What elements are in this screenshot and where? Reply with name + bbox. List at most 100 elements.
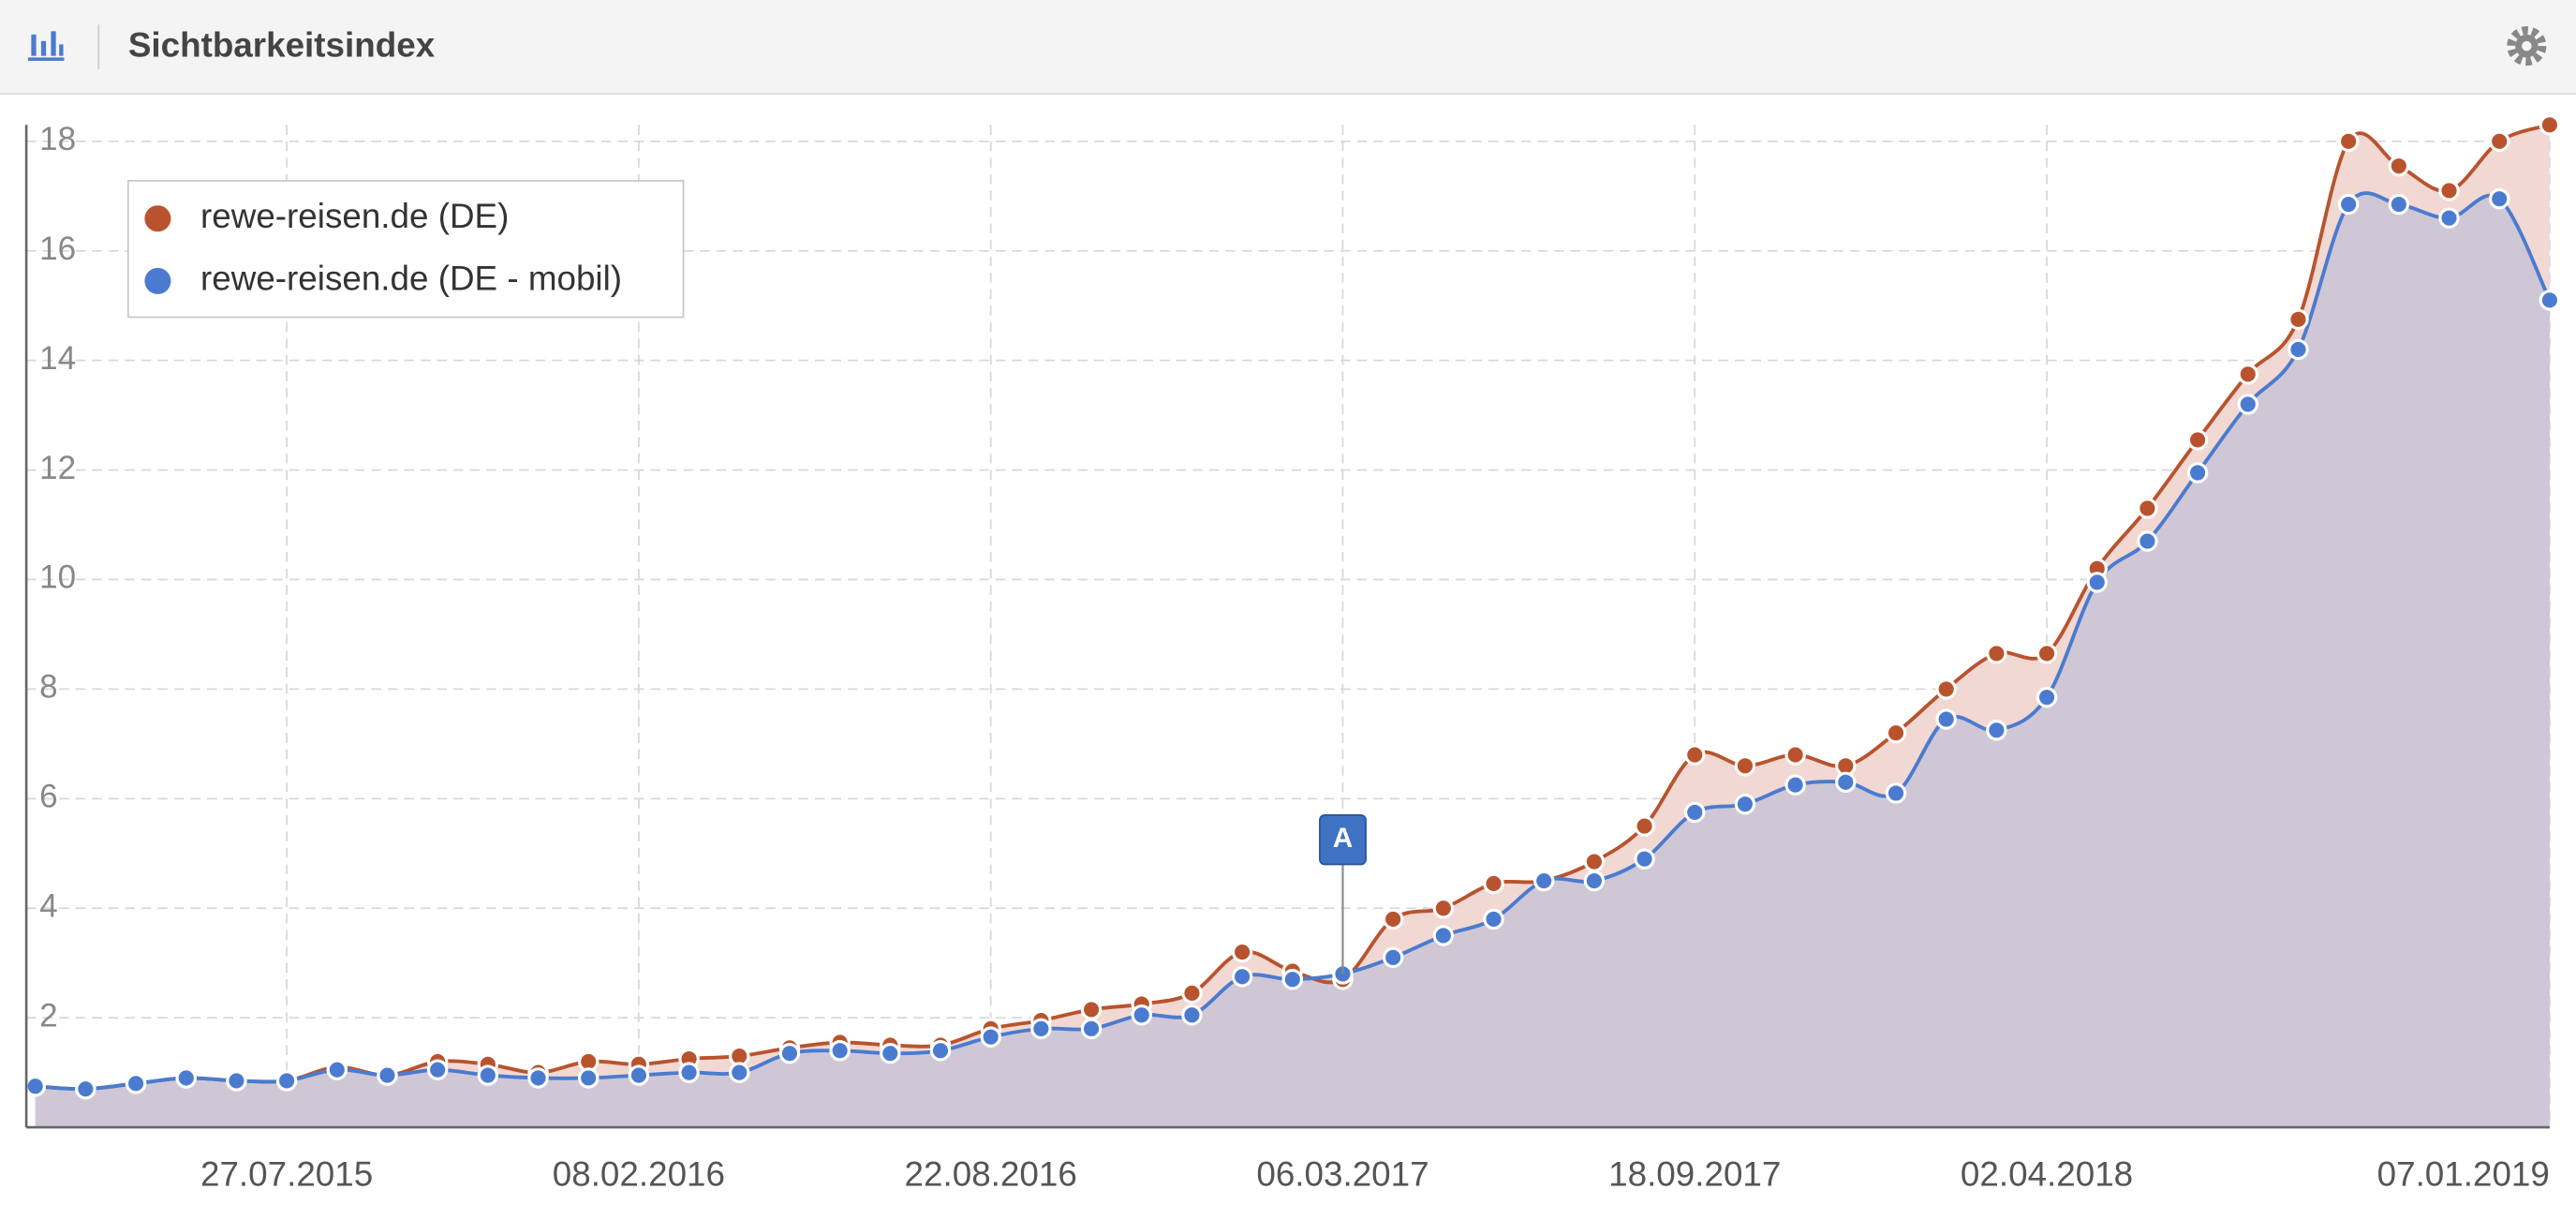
data-point (628, 1064, 650, 1086)
data-point (1080, 1018, 1103, 1040)
y-tick-label: 2 (39, 997, 58, 1034)
data-point (1432, 898, 1455, 919)
data-point (2337, 193, 2360, 216)
data-point (2036, 643, 2058, 664)
y-tick-label: 14 (39, 340, 76, 377)
data-point (2488, 130, 2510, 153)
x-tick-label: 06.03.2017 (1256, 1154, 1429, 1193)
x-tick-label: 08.02.2016 (553, 1154, 725, 1193)
x-tick-label: 27.07.2015 (200, 1154, 373, 1193)
legend-label: rewe-reisen.de (DE) (200, 197, 509, 235)
data-point (125, 1073, 147, 1094)
data-point (577, 1067, 600, 1089)
data-point (2137, 498, 2158, 519)
data-point (527, 1067, 549, 1089)
data-point (1181, 982, 1203, 1004)
legend-label: rewe-reisen.de (DE - mobil) (200, 260, 622, 298)
data-point (2488, 187, 2510, 210)
y-tick-label: 8 (39, 669, 58, 706)
data-point (175, 1067, 197, 1089)
data-point (2388, 155, 2410, 177)
data-point (678, 1062, 700, 1083)
chart-title: Sichtbarkeitsindex (128, 26, 436, 65)
data-point (1483, 908, 1504, 930)
data-point (1734, 793, 1756, 815)
data-point (2237, 364, 2259, 385)
y-tick-label: 4 (39, 888, 58, 925)
data-point (778, 1042, 801, 1064)
data-point (1634, 815, 1655, 837)
y-tick-label: 10 (39, 559, 76, 596)
data-point (829, 1040, 851, 1062)
annotation-label: A (1333, 823, 1354, 854)
data-point (2539, 290, 2561, 311)
data-point (1684, 801, 1706, 824)
data-point (477, 1064, 499, 1086)
data-point (24, 1076, 46, 1097)
data-point (1885, 722, 1907, 744)
data-point (1583, 870, 1606, 892)
data-point (1382, 908, 1404, 930)
y-tick-label: 6 (39, 779, 58, 815)
data-point (2438, 207, 2460, 229)
legend-swatch (144, 205, 171, 232)
data-point (1784, 744, 1806, 766)
data-point (1935, 708, 1957, 730)
x-tick-label: 18.09.2017 (1608, 1154, 1781, 1193)
settings-icon[interactable] (2507, 26, 2547, 67)
data-point (326, 1059, 348, 1080)
x-tick-label: 07.01.2019 (2377, 1154, 2550, 1193)
chart-icon (27, 31, 65, 61)
data-point (929, 1040, 952, 1062)
annotation-flag (1319, 813, 1367, 866)
data-point (2539, 114, 2561, 136)
data-point (1583, 851, 1606, 872)
data-point (275, 1070, 298, 1092)
data-point (1986, 720, 2007, 741)
data-point (1483, 872, 1504, 895)
data-point (1432, 925, 1455, 946)
data-point (1281, 969, 1304, 990)
data-point (1935, 678, 1957, 700)
data-point (980, 1026, 1001, 1048)
data-point (2438, 180, 2460, 201)
data-point (1382, 946, 1404, 969)
data-point (1734, 755, 1756, 777)
y-tick-label: 16 (39, 231, 76, 267)
legend-swatch (144, 267, 171, 294)
data-point (377, 1064, 398, 1086)
data-point (880, 1042, 901, 1064)
header-bar (0, 0, 2576, 94)
data-point (2287, 338, 2309, 361)
data-point (2086, 572, 2108, 593)
data-point (1131, 1004, 1152, 1026)
series-area (35, 193, 2550, 1128)
data-point (2186, 429, 2209, 451)
data-point (1986, 643, 2007, 664)
data-point (1181, 1004, 1203, 1026)
data-point (1835, 771, 1857, 794)
data-point (729, 1062, 750, 1083)
data-point (1885, 782, 1907, 804)
y-tick-label: 12 (39, 450, 76, 486)
data-point (1231, 966, 1253, 988)
data-point (1532, 870, 1555, 892)
data-point (2388, 193, 2410, 216)
data-point (2036, 686, 2058, 708)
legend-box (126, 180, 685, 319)
data-point (2237, 394, 2259, 415)
data-point (426, 1059, 449, 1080)
data-point (2186, 462, 2209, 484)
data-point (2287, 308, 2309, 331)
data-point (1231, 941, 1253, 963)
data-point (2137, 530, 2158, 552)
data-point (75, 1078, 96, 1100)
x-tick-label: 22.08.2016 (905, 1154, 1077, 1193)
data-point (1080, 999, 1103, 1020)
data-point (2337, 130, 2360, 153)
data-point (1634, 848, 1655, 870)
data-point (226, 1070, 247, 1092)
data-point (1030, 1018, 1052, 1040)
